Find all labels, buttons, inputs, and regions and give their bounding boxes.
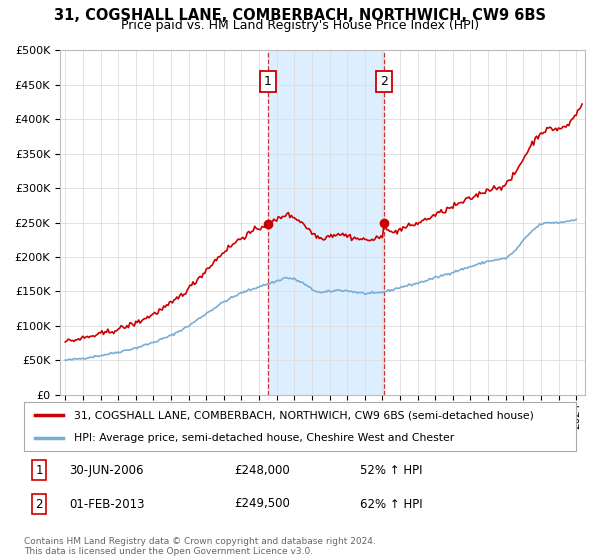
Text: 30-JUN-2006: 30-JUN-2006 — [69, 464, 143, 477]
Text: 1: 1 — [264, 75, 272, 88]
Text: Price paid vs. HM Land Registry's House Price Index (HPI): Price paid vs. HM Land Registry's House … — [121, 19, 479, 32]
Text: 31, COGSHALL LANE, COMBERBACH, NORTHWICH, CW9 6BS (semi-detached house): 31, COGSHALL LANE, COMBERBACH, NORTHWICH… — [74, 410, 533, 421]
Text: 2: 2 — [380, 75, 388, 88]
Text: 1: 1 — [35, 464, 43, 477]
Text: 62% ↑ HPI: 62% ↑ HPI — [360, 497, 422, 511]
Text: £249,500: £249,500 — [234, 497, 290, 511]
Bar — [268, 50, 384, 395]
Text: 2: 2 — [35, 497, 43, 511]
Text: 52% ↑ HPI: 52% ↑ HPI — [360, 464, 422, 477]
Text: HPI: Average price, semi-detached house, Cheshire West and Chester: HPI: Average price, semi-detached house,… — [74, 433, 454, 444]
Text: 31, COGSHALL LANE, COMBERBACH, NORTHWICH, CW9 6BS: 31, COGSHALL LANE, COMBERBACH, NORTHWICH… — [54, 8, 546, 24]
Text: 01-FEB-2013: 01-FEB-2013 — [69, 497, 145, 511]
Text: £248,000: £248,000 — [234, 464, 290, 477]
Text: Contains HM Land Registry data © Crown copyright and database right 2024.
This d: Contains HM Land Registry data © Crown c… — [24, 536, 376, 556]
